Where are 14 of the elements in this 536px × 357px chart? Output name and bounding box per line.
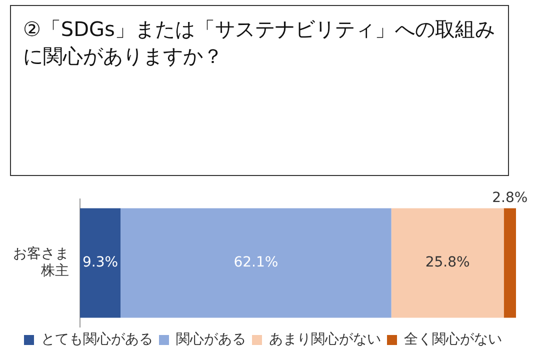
data-label: 62.1% [234, 254, 278, 271]
legend-label: あまり関心がない [269, 332, 381, 348]
bar [391, 208, 504, 318]
bar [504, 208, 516, 318]
data-label: 2.8% [492, 190, 528, 206]
chart-title: ②「SDGs」または「サステナビリティ」への取組みに関心がありますか？ [10, 5, 509, 176]
bar [120, 208, 392, 318]
legend-label: 関心がある [176, 332, 246, 348]
data-label: 9.3% [82, 254, 118, 271]
y-tick-label: お客さま株主 [13, 246, 69, 280]
legend-label: 全く関心がない [404, 332, 502, 348]
legend-label: とても関心がある [41, 332, 153, 348]
bar [80, 208, 121, 318]
data-label: 25.8% [425, 254, 470, 271]
